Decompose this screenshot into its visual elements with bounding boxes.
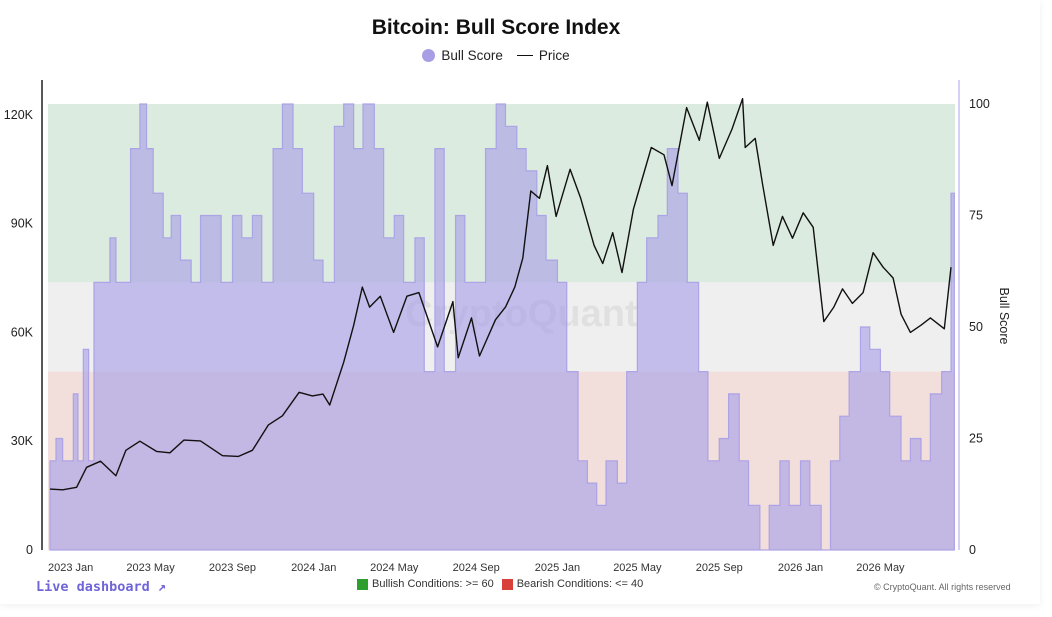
x-tick-label: 2025 Jan bbox=[535, 562, 580, 574]
chart-card: Bitcoin: Bull Score Index Bull Score Pri… bbox=[0, 16, 1011, 595]
x-tick-label: 2024 May bbox=[370, 562, 419, 574]
legend-label-bull-score: Bull Score bbox=[441, 48, 503, 63]
x-tick-label: 2023 Sep bbox=[209, 562, 256, 574]
y-right-tick-label: 0 bbox=[969, 543, 976, 557]
bullish-swatch bbox=[357, 578, 368, 590]
chart-plot: CryptoQuant030K60K90K120K0255075100Bull … bbox=[4, 80, 1011, 574]
legend-label-price: Price bbox=[538, 48, 570, 63]
y-left-tick-label: 120K bbox=[4, 108, 34, 122]
y-right-tick-label: 100 bbox=[969, 97, 990, 111]
y-right-tick-label: 50 bbox=[969, 320, 983, 334]
x-tick-label: 2024 Sep bbox=[453, 562, 500, 574]
copyright-text: © CryptoQuant. All rights reserved bbox=[874, 582, 1011, 592]
legend-item-bull-score[interactable]: Bull Score bbox=[422, 48, 503, 63]
y-left-tick-label: 0 bbox=[26, 543, 33, 557]
x-tick-label: 2025 Sep bbox=[696, 562, 743, 574]
legend: Bull Score Price bbox=[0, 48, 992, 63]
y-right-axis-label: Bull Score bbox=[997, 288, 1011, 345]
y-right-tick-label: 25 bbox=[969, 432, 983, 446]
bullish-conditions-label: Bullish Conditions: >= 60 bbox=[372, 578, 494, 590]
x-tick-label: 2026 May bbox=[856, 562, 905, 574]
y-left-tick-label: 90K bbox=[11, 217, 34, 231]
bearish-swatch bbox=[501, 578, 513, 590]
chart-title: Bitcoin: Bull Score Index bbox=[371, 16, 621, 39]
live-dashboard-link[interactable]: Live dashboard ↗ bbox=[36, 579, 167, 595]
x-tick-label: 2023 Jan bbox=[48, 562, 93, 574]
y-left-tick-label: 30K bbox=[11, 434, 34, 448]
x-tick-label: 2026 Jan bbox=[778, 562, 823, 574]
bearish-conditions-label: Bearish Conditions: <= 40 bbox=[516, 578, 644, 590]
legend-swatch-bull-score bbox=[422, 49, 436, 62]
y-right-tick-label: 75 bbox=[969, 209, 983, 223]
x-tick-label: 2024 Jan bbox=[291, 562, 336, 574]
legend-swatch-price bbox=[516, 55, 533, 56]
x-tick-label: 2025 May bbox=[613, 562, 662, 574]
series-price-line bbox=[49, 97, 952, 491]
y-left-tick-label: 60K bbox=[11, 325, 34, 339]
legend-item-price[interactable]: Price bbox=[516, 48, 570, 63]
conditions-legend: Bullish Conditions: >= 60 Bearish Condit… bbox=[357, 578, 643, 590]
x-tick-label: 2023 May bbox=[126, 562, 175, 574]
series-bull-score-area bbox=[49, 103, 955, 551]
